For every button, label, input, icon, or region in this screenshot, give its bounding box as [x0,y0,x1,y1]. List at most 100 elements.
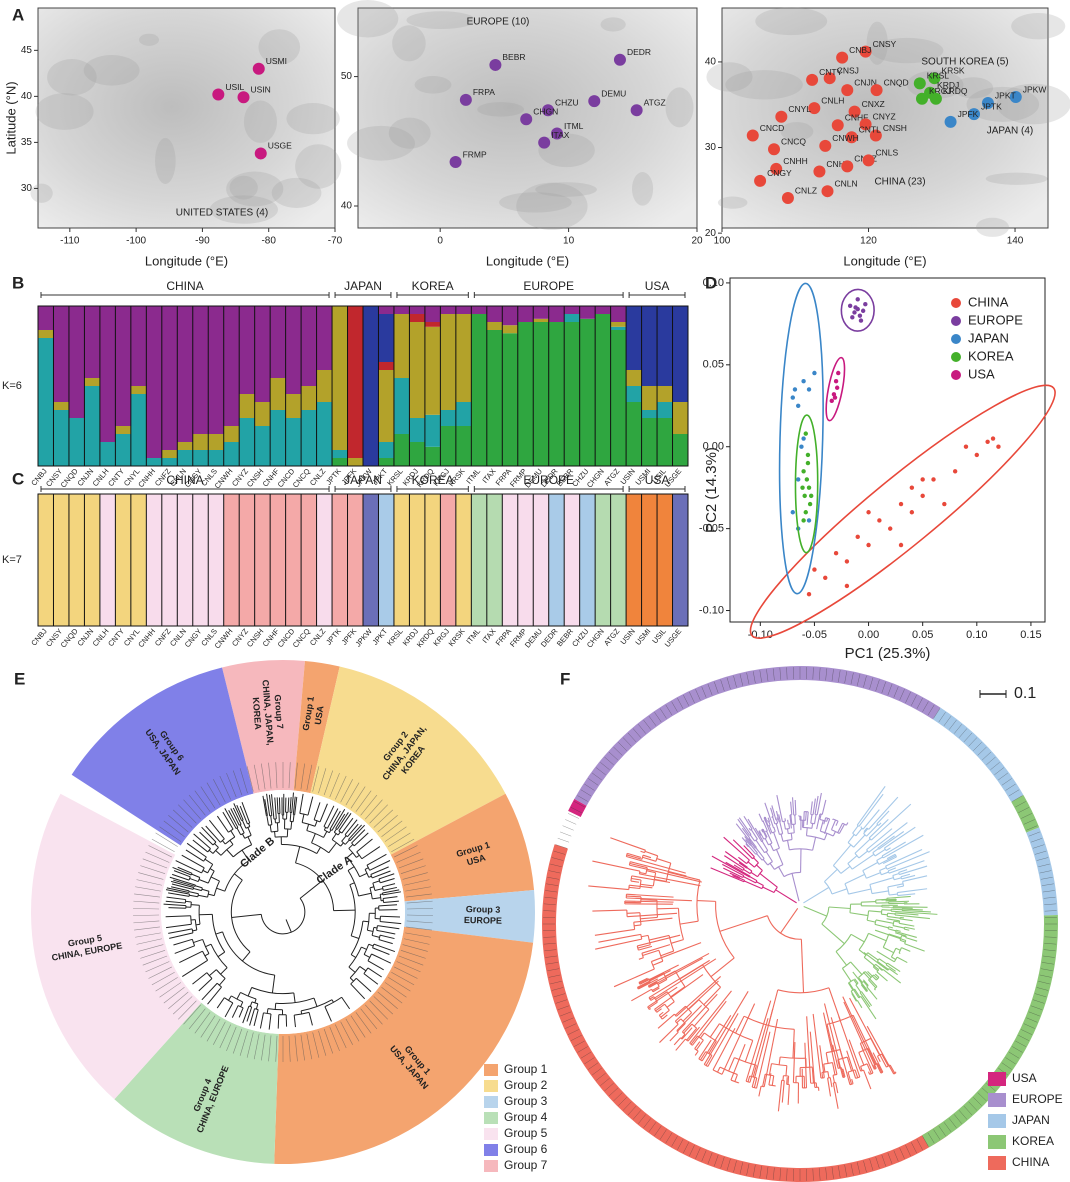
tree-branch [677,1022,686,1032]
tree-branch [216,982,222,988]
site-marker [237,91,250,104]
legend-label: USA [968,366,995,381]
tree-branch [894,914,930,920]
pca-point [833,551,839,556]
leaf-tick [183,799,201,820]
tree-branch [868,822,908,853]
leaf-tick [365,1004,383,1025]
tree-branch [211,914,226,953]
site-label: USGE [268,141,292,151]
tree-branch [729,872,741,879]
leaf-tick [369,804,388,824]
x-tick-label: 120 [860,236,877,247]
tree-branch [837,822,844,834]
leaf-tick [206,782,221,806]
tree-branch [166,887,189,893]
ring-label-tick [759,1165,762,1178]
leaf-tick [398,858,424,869]
tree-branch [773,886,778,893]
tree-branch [863,1069,872,1090]
ring-label-tick [707,1152,713,1165]
leaf-tick [232,770,243,796]
site-marker [836,51,849,64]
tree-branch [232,844,252,858]
ring-label-tick [1041,962,1054,965]
tree-branch [858,793,884,827]
site-marker [831,119,844,132]
ring-label-tick [831,1166,834,1179]
ring-label-tick [1043,949,1056,952]
leaf-tick [172,809,193,828]
ring-label-tick [981,751,992,761]
cluster-bar [332,494,348,626]
ring-label-tick [953,724,962,734]
tree-branch [832,1044,839,1069]
tree-branch [641,934,649,938]
pca-point [920,477,925,482]
pca-point [833,379,839,384]
tree-branch [778,814,781,822]
terrain-shade [155,138,176,184]
y-tick-label: 30 [705,142,717,153]
tree-branch [881,855,884,859]
tree-branch [865,1041,882,1074]
tree-branch [892,872,900,877]
tree-branch [764,802,775,829]
tree-branch [904,943,925,952]
tree-branch [271,830,278,833]
population-label: CNSH [245,627,266,649]
population-label: JPKW [353,626,374,648]
tree-branch [882,856,897,865]
tree-branch [377,925,400,930]
group-wedge [114,1002,279,1164]
tree-branch [887,928,896,932]
ring-label-tick [1044,936,1057,938]
tree-branch [743,880,746,882]
leaf-tick [402,944,428,952]
tree-branch [824,868,838,883]
tree-branch [789,814,792,829]
tree-branch [809,1031,816,1088]
group-label: CHINA [166,279,203,293]
ring-label-tick [856,1162,861,1174]
admixture-segment [641,386,658,410]
tree-branch [254,998,257,1004]
ring-label-tick [604,1082,614,1092]
tree-branch [348,848,357,858]
tree-branch [207,891,210,898]
tree-branch [747,818,763,843]
tree-branch [681,1027,693,1040]
tree-branch [341,840,346,845]
site-marker [449,156,462,168]
tree-branch [171,880,194,889]
tree-branch [768,821,771,826]
tree-branch [773,832,780,849]
leaf-tick [340,779,353,803]
tree-branch [734,1074,738,1082]
admixture-segment [270,306,286,378]
leaf-tick [360,1008,378,1030]
tree-branch [885,964,896,972]
tree-branch [776,794,783,822]
admixture-segment [146,458,162,466]
ring-label-tick [1030,1005,1043,1011]
leaf-tick [312,1032,320,1058]
leaf-tick [391,838,415,853]
tree-branch [383,886,397,891]
ring-label-tick [899,1147,905,1159]
region-label: JAPAN (4) [987,126,1034,137]
tree-branch [268,1013,272,1030]
x-tick-label: 0.00 [858,629,879,641]
y-tick-label: 35 [21,137,33,148]
tree-branch [816,813,821,830]
ring-label-tick [844,1164,848,1177]
tree-branch [245,826,251,829]
tree-branch [786,840,790,850]
tree-branch [241,802,251,824]
tree-branch [747,861,755,868]
tree-branch [630,861,687,877]
site-label: USIL [225,82,244,92]
ring-label-tick [916,698,923,709]
leaf-tick [188,1008,206,1030]
tree-branch [251,986,294,995]
